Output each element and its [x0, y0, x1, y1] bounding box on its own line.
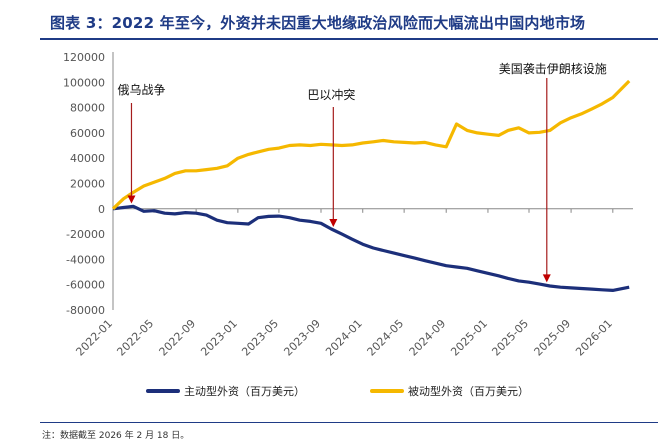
y-tick-label: 20000 [70, 178, 105, 191]
x-tick-label: 2024-09 [407, 317, 449, 359]
y-tick-label: 0 [98, 203, 105, 216]
annotation-label: 俄乌战争 [117, 82, 165, 97]
annotation-arrow-head [329, 219, 338, 228]
y-tick-label: 80000 [70, 102, 105, 115]
x-tick-label: 2023-01 [198, 317, 240, 359]
y-tick-label: 100000 [63, 76, 105, 89]
series-line-active [112, 204, 630, 292]
y-tick-label: -80000 [66, 304, 105, 317]
y-tick-label: 60000 [70, 127, 105, 140]
x-tick-label: 2022-05 [114, 317, 156, 359]
x-tick-label: 2022-01 [73, 317, 115, 359]
y-tick-label: -60000 [66, 279, 105, 292]
x-tick-label: 2024-01 [323, 317, 365, 359]
footer-divider [40, 422, 658, 423]
y-tick-label: 40000 [70, 152, 105, 165]
line-chart: -80000 -60000 -40000 -20000 0 20000 40000 60000… [63, 51, 633, 398]
y-tick-label: -20000 [66, 228, 105, 241]
legend-label: 被动型外资（百万美元） [408, 384, 529, 398]
title-bar: 图表 3：2022 年至今，外资并未因重大地缘政治风险而大幅流出中国内地市场 [0, 0, 666, 40]
series-line-passive [111, 79, 631, 210]
x-tick-label: 2026-01 [573, 317, 615, 359]
y-tick-label: 120000 [63, 51, 105, 64]
annotation-label: 美国袭击伊朗核设施 [499, 61, 607, 76]
x-tick-label: 2024-05 [365, 317, 407, 359]
x-tick-label: 2025-09 [532, 317, 574, 359]
x-tick-label: 2025-01 [448, 317, 490, 359]
legend-label: 主动型外资（百万美元） [184, 384, 305, 398]
annotation-arrow-head [542, 274, 551, 283]
annotation-label: 巴以冲突 [307, 87, 355, 102]
x-tick-label: 2023-09 [281, 317, 323, 359]
title-divider [40, 38, 658, 40]
x-tick-label: 2025-05 [489, 317, 531, 359]
footnote: 注：数据截至 2026 年 2 月 18 日。 [42, 431, 190, 441]
y-tick-label: -40000 [66, 253, 105, 266]
x-tick-label: 2023-05 [239, 317, 281, 359]
page-title: 图表 3：2022 年至今，外资并未因重大地缘政治风险而大幅流出中国内地市场 [50, 14, 586, 32]
annotation-arrow-head [127, 195, 136, 204]
x-tick-label: 2022-09 [157, 317, 199, 359]
